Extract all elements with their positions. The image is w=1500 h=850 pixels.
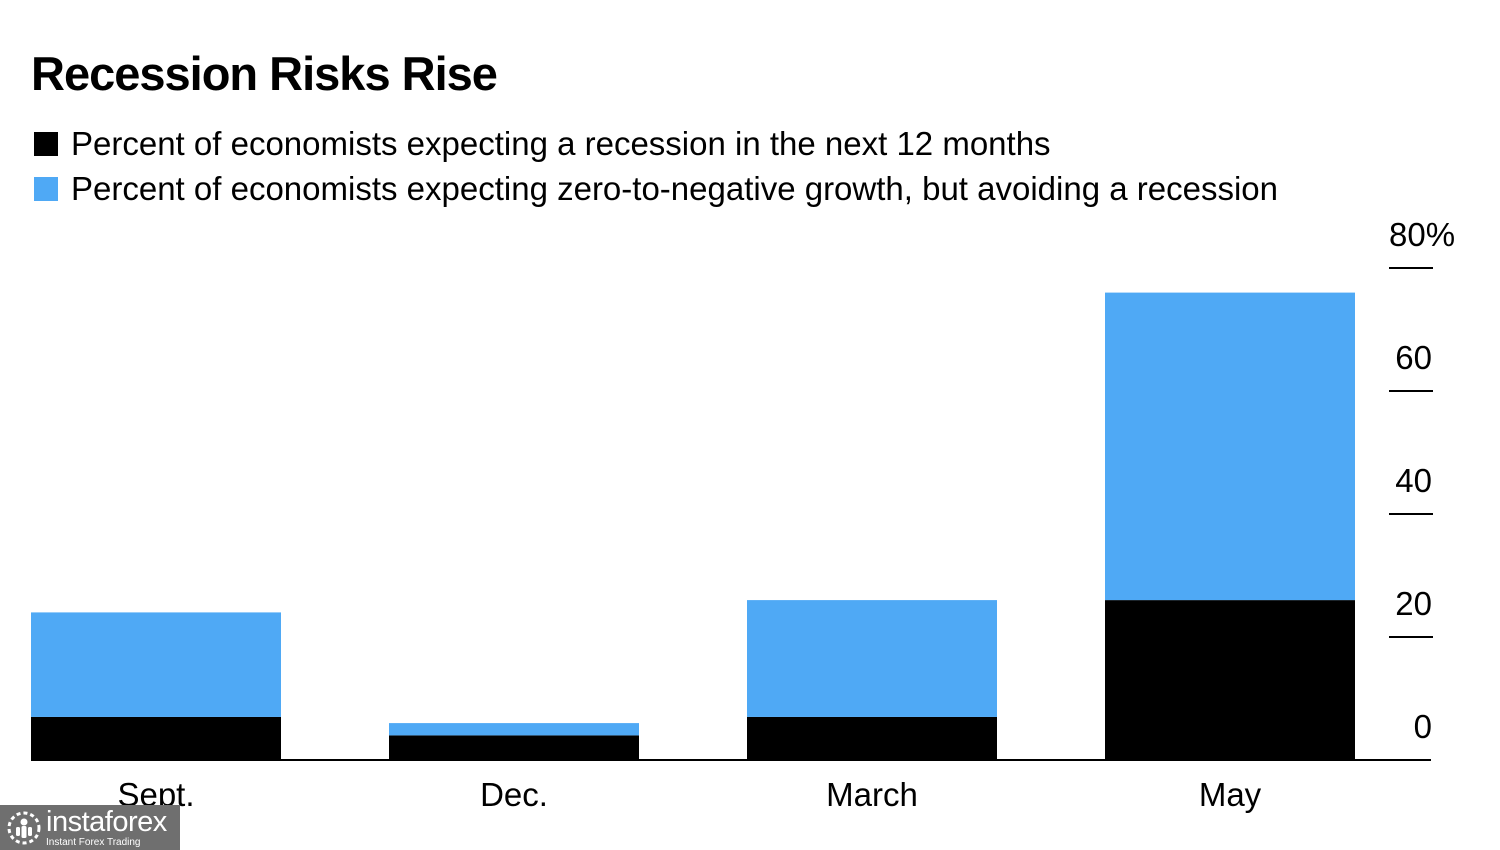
y-tick-label-3: 60: [1395, 339, 1432, 376]
bar-recession-1: [389, 735, 639, 760]
x-tick-label-1: Dec.: [480, 776, 548, 813]
legend-swatch-recession: [34, 131, 58, 156]
bar-zero-growth-2: [747, 600, 997, 717]
legend-label-recession: Percent of economists expecting a recess…: [71, 124, 1051, 162]
bar-recession-3: [1105, 600, 1355, 760]
y-tick-label-4: 80%: [1389, 216, 1455, 253]
instaforex-logo-icon: [7, 811, 41, 844]
x-tick-label-2: March: [826, 776, 918, 813]
bar-recession-0: [31, 716, 281, 760]
bar-zero-growth-3: [1105, 292, 1355, 601]
chart-title: Recession Risks Rise: [31, 47, 498, 100]
bar-zero-growth-0: [31, 612, 281, 717]
watermark-name: instaforex: [46, 805, 167, 838]
bar-zero-growth-1: [389, 723, 639, 736]
watermark-tagline: Instant Forex Trading: [46, 836, 141, 848]
y-tick-label-2: 40: [1395, 462, 1432, 499]
legend-swatch-zero-growth: [34, 176, 58, 201]
legend-item-recession: Percent of economists expecting a recess…: [34, 121, 1278, 166]
legend-item-zero-growth: Percent of economists expecting zero-to-…: [34, 166, 1278, 211]
y-tick-label-1: 20: [1395, 585, 1432, 622]
legend: Percent of economists expecting a recess…: [34, 121, 1278, 211]
watermark-logo: instaforex Instant Forex Trading: [0, 805, 180, 850]
y-tick-label-0: 0: [1414, 708, 1432, 745]
x-tick-label-3: May: [1199, 776, 1262, 813]
bar-recession-2: [747, 716, 997, 760]
legend-label-zero-growth: Percent of economists expecting zero-to-…: [71, 169, 1278, 207]
